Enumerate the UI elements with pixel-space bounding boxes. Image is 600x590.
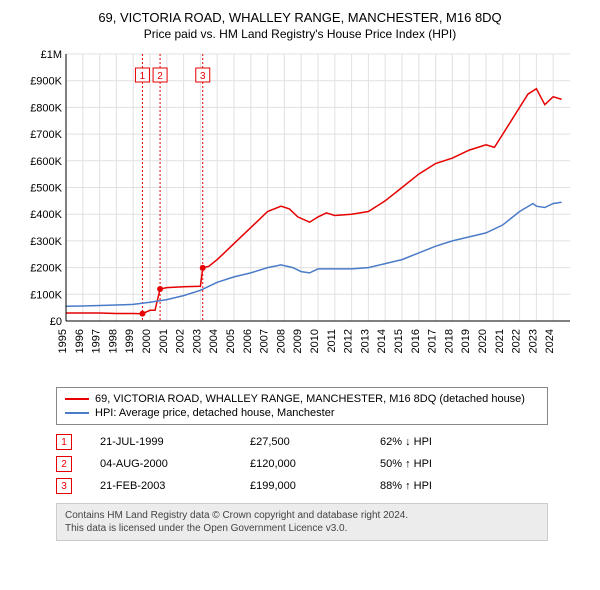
svg-text:3: 3 [200, 71, 206, 82]
legend-swatch-hpi [65, 412, 89, 414]
svg-text:1997: 1997 [91, 329, 103, 353]
attribution-line-2: This data is licensed under the Open Gov… [65, 522, 539, 535]
svg-text:£200K: £200K [30, 263, 62, 275]
svg-text:2: 2 [157, 71, 163, 82]
attribution: Contains HM Land Registry data © Crown c… [56, 503, 548, 541]
legend-item-hpi: HPI: Average price, detached house, Manc… [65, 406, 539, 420]
legend-label-hpi: HPI: Average price, detached house, Manc… [95, 407, 335, 419]
svg-text:2012: 2012 [343, 329, 355, 353]
svg-text:£0: £0 [50, 316, 62, 328]
svg-text:2005: 2005 [225, 329, 237, 353]
svg-text:£900K: £900K [30, 76, 62, 88]
svg-text:2014: 2014 [376, 329, 388, 353]
svg-text:£300K: £300K [30, 236, 62, 248]
legend-item-property: 69, VICTORIA ROAD, WHALLEY RANGE, MANCHE… [65, 392, 539, 406]
marker-hpi-2: 50% ↑ HPI [380, 458, 432, 470]
marker-table: 1 21-JUL-1999 £27,500 62% ↓ HPI 2 04-AUG… [56, 431, 548, 497]
svg-text:2021: 2021 [494, 329, 506, 353]
chart-subtitle: Price paid vs. HM Land Registry's House … [10, 27, 590, 41]
svg-text:2007: 2007 [259, 329, 271, 353]
svg-text:2023: 2023 [527, 329, 539, 353]
chart-svg: £0 £100K £200K £300K £400K £500K £600K £700K £80… [20, 49, 580, 359]
svg-text:£100K: £100K [30, 289, 62, 301]
svg-text:£500K: £500K [30, 183, 62, 195]
svg-text:2015: 2015 [393, 329, 405, 353]
marker-price-2: £120,000 [250, 458, 380, 470]
svg-text:1995: 1995 [57, 329, 69, 353]
svg-text:2006: 2006 [242, 329, 254, 353]
svg-text:2004: 2004 [208, 329, 220, 353]
svg-text:£400K: £400K [30, 209, 62, 221]
svg-text:1999: 1999 [124, 329, 136, 353]
svg-text:£1M: £1M [41, 49, 62, 61]
marker-hpi-1: 62% ↓ HPI [380, 436, 432, 448]
svg-text:1996: 1996 [74, 329, 86, 353]
svg-text:2008: 2008 [275, 329, 287, 353]
marker-row-3: 3 21-FEB-2003 £199,000 88% ↑ HPI [56, 475, 548, 497]
svg-text:2001: 2001 [158, 329, 170, 353]
svg-text:2002: 2002 [175, 329, 187, 353]
marker-date-3: 21-FEB-2003 [100, 480, 250, 492]
svg-text:2010: 2010 [309, 329, 321, 353]
marker-price-1: £27,500 [250, 436, 380, 448]
marker-date-2: 04-AUG-2000 [100, 458, 250, 470]
marker-box-2: 2 [56, 456, 72, 472]
svg-text:2022: 2022 [511, 329, 523, 353]
marker-row-2: 2 04-AUG-2000 £120,000 50% ↑ HPI [56, 453, 548, 475]
svg-text:2016: 2016 [410, 329, 422, 353]
marker-hpi-3: 88% ↑ HPI [380, 480, 432, 492]
svg-text:2017: 2017 [427, 329, 439, 353]
svg-text:2013: 2013 [359, 329, 371, 353]
marker-box-1: 1 [56, 434, 72, 450]
marker-date-1: 21-JUL-1999 [100, 436, 250, 448]
legend: 69, VICTORIA ROAD, WHALLEY RANGE, MANCHE… [56, 387, 548, 425]
svg-text:1: 1 [140, 71, 146, 82]
svg-text:2020: 2020 [477, 329, 489, 353]
svg-text:1998: 1998 [107, 329, 119, 353]
marker-price-3: £199,000 [250, 480, 380, 492]
svg-text:2018: 2018 [443, 329, 455, 353]
svg-text:2000: 2000 [141, 329, 153, 353]
legend-label-property: 69, VICTORIA ROAD, WHALLEY RANGE, MANCHE… [95, 393, 525, 405]
svg-text:£700K: £700K [30, 129, 62, 141]
svg-text:2011: 2011 [326, 329, 338, 353]
legend-swatch-property [65, 398, 89, 400]
plot-area: £0 £100K £200K £300K £400K £500K £600K £700K £80… [20, 49, 580, 359]
attribution-line-1: Contains HM Land Registry data © Crown c… [65, 509, 539, 522]
svg-text:2019: 2019 [460, 329, 472, 353]
svg-text:£600K: £600K [30, 156, 62, 168]
svg-text:2024: 2024 [544, 329, 556, 353]
chart-container: 69, VICTORIA ROAD, WHALLEY RANGE, MANCHE… [10, 10, 590, 541]
marker-row-1: 1 21-JUL-1999 £27,500 62% ↓ HPI [56, 431, 548, 453]
marker-box-3: 3 [56, 478, 72, 494]
svg-text:£800K: £800K [30, 102, 62, 114]
svg-text:2003: 2003 [191, 329, 203, 353]
chart-title: 69, VICTORIA ROAD, WHALLEY RANGE, MANCHE… [10, 10, 590, 25]
svg-text:2009: 2009 [292, 329, 304, 353]
